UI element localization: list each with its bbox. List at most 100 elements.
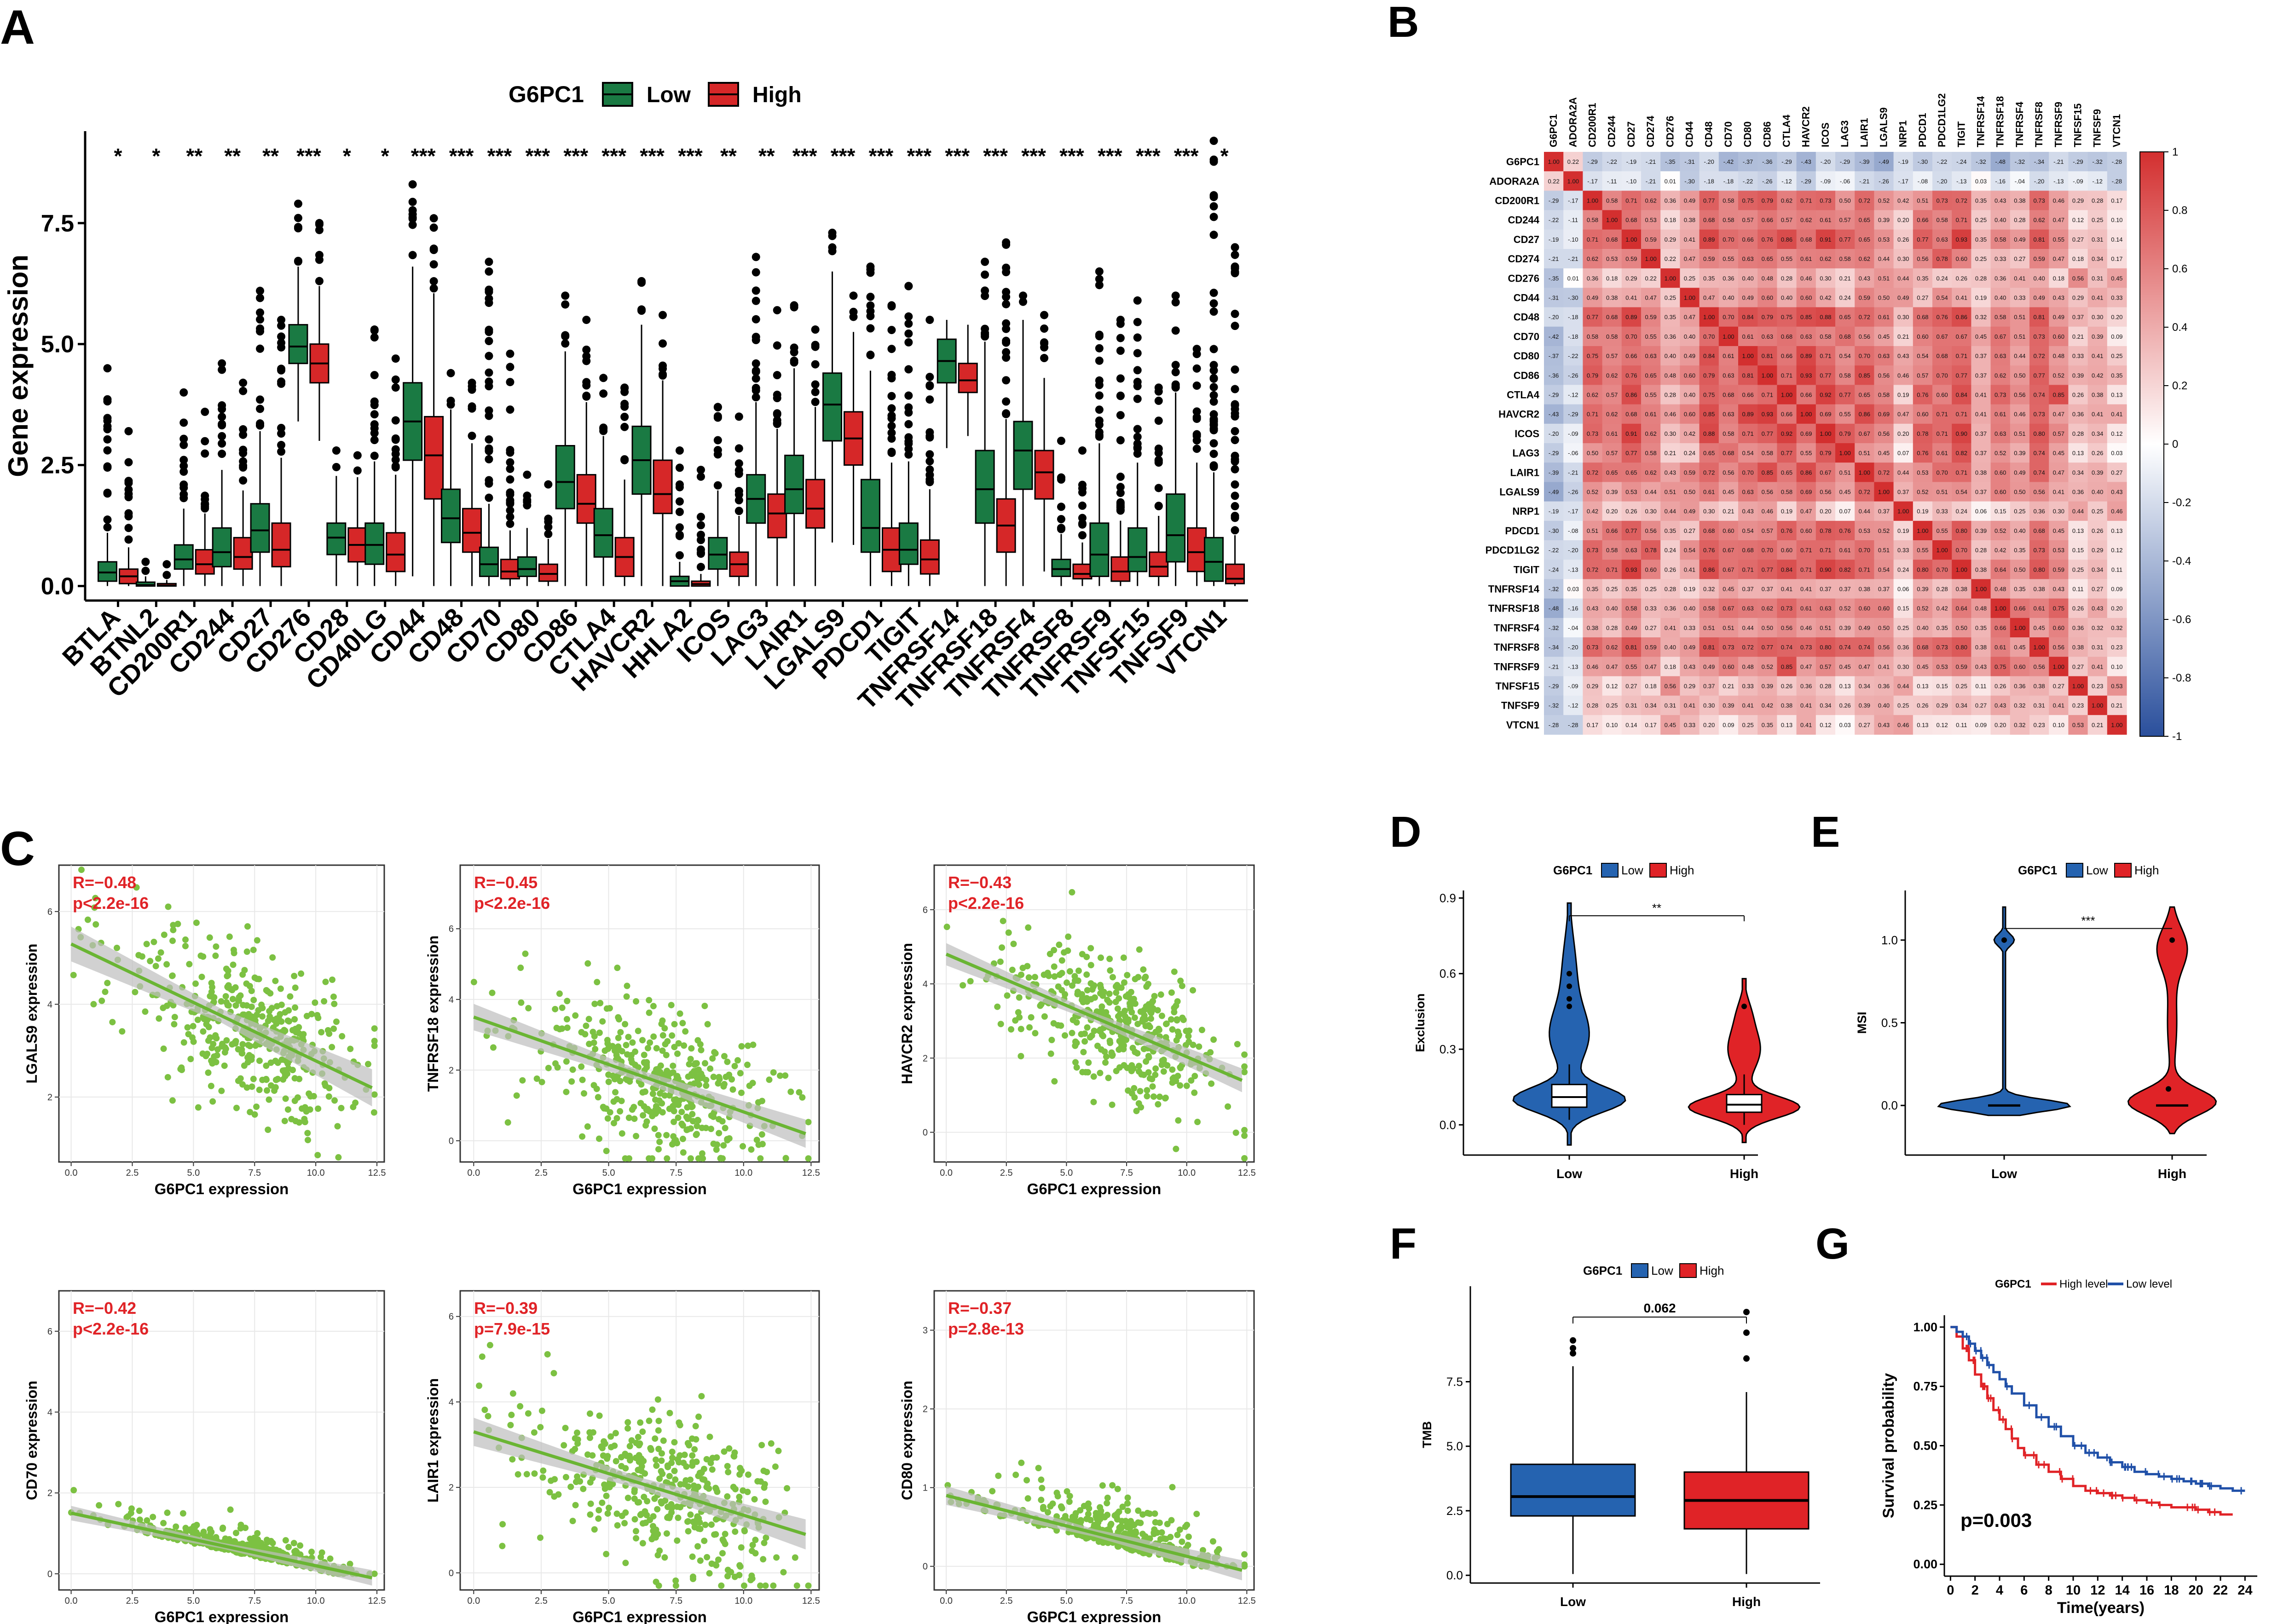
cell-CD276-HAVCR2 xyxy=(1796,268,1816,288)
cell-value-TIGIT-CD48: 0.86 xyxy=(1703,566,1715,573)
outlier-high-CD70 xyxy=(506,378,515,387)
cell-CD48-TNFRSF8 xyxy=(2029,307,2049,327)
cell-TNFSF9-TNFRSF4 xyxy=(2010,695,2030,716)
cell-value-CD48-TNFRSF4: 0.51 xyxy=(2014,314,2025,321)
cell-TNFRSF14-CD274 xyxy=(1641,579,1661,599)
outlier-low-TNFRSF4 xyxy=(1019,297,1028,306)
cell-CD44-CD27 xyxy=(1621,288,1642,308)
cell-value-CD48-CD48: 1.00 xyxy=(1703,314,1715,321)
cell-TNFRSF18-PDCD1LG2 xyxy=(1932,598,1952,618)
col-label-TNFRSF8: TNFRSF8 xyxy=(2033,102,2045,147)
data-point xyxy=(1058,957,1065,964)
cell-value-TNFRSF14-PDCD1: 0.39 xyxy=(1917,586,1928,593)
data-point xyxy=(133,884,140,891)
significance-CD70: *** xyxy=(487,144,512,168)
data-point xyxy=(338,1104,345,1111)
outlier-low-TNFRSF8 xyxy=(1057,473,1065,482)
row-label-ADORA2A: ADORA2A xyxy=(1489,175,1539,187)
cell-value-ADORA2A-HAVCR2: -.29 xyxy=(1801,178,1811,185)
cell-value-LAIR1-TIGIT: 0.71 xyxy=(1956,469,1967,476)
outlier-low-VTCN1 xyxy=(1209,366,1218,375)
cell-LGALS9-LAG3 xyxy=(1835,482,1855,502)
cell-TIGIT-TNFSF9 xyxy=(2087,560,2108,579)
cell-LAIR1-LGALS9 xyxy=(1874,462,1894,482)
significance-CD80: *** xyxy=(525,144,550,168)
cell-value-TNFRSF8-TNFRSF14: 0.38 xyxy=(1975,644,1987,651)
data-point xyxy=(719,1155,726,1162)
cell-value-ICOS-CD244: 0.61 xyxy=(1606,430,1618,437)
data-point xyxy=(1191,1089,1198,1096)
box-high-LAIR1 xyxy=(805,479,826,529)
cell-CD276-TNFSF9 xyxy=(2087,268,2108,288)
cell-CD27-TNFRSF14 xyxy=(1971,229,1991,249)
cell-value-CD80-TNFRSF9: 0.48 xyxy=(2053,353,2064,359)
data-point xyxy=(221,1062,228,1069)
cell-value-TNFRSF9-PDCD1LG2: 0.53 xyxy=(1936,663,1948,670)
data-point xyxy=(784,1485,791,1492)
cell-TNFRSF18-VTCN1 xyxy=(2107,598,2127,618)
row-label-LAIR1: LAIR1 xyxy=(1510,467,1539,478)
cell-value-TNFRSF9-CD86: 0.52 xyxy=(1762,663,1773,670)
col-label-TIGIT: TIGIT xyxy=(1955,121,1967,147)
data-point xyxy=(200,1028,207,1035)
cell-LAIR1-ADORA2A xyxy=(1563,462,1583,482)
cell-TNFSF15-TNFRSF18 xyxy=(1990,676,2011,696)
outlier-low-LAG3 xyxy=(752,333,760,341)
cell-LAG3-CD70 xyxy=(1718,443,1739,463)
cell-value-NRP1-ICOS: 0.20 xyxy=(1820,508,1831,515)
cell-value-TNFSF15-TNFRSF4: 0.36 xyxy=(2014,683,2025,690)
data-point xyxy=(799,1094,806,1101)
cell-CD200R1-CD48 xyxy=(1699,191,1719,211)
cell-TNFRSF14-CD27 xyxy=(1621,579,1642,599)
col-label-CD86: CD86 xyxy=(1761,121,1773,147)
cell-TNFRSF14-TNFSF9 xyxy=(2087,579,2108,599)
cell-HAVCR2-CD27 xyxy=(1621,404,1642,424)
cell-value-LGALS9-CD86: 0.56 xyxy=(1762,489,1773,496)
cell-value-CD70-TNFSF9: 0.39 xyxy=(2092,333,2103,340)
data-point xyxy=(1055,983,1062,990)
outlier-high-TNFSF15 xyxy=(1154,502,1163,510)
cell-value-CD244-CD244: 1.00 xyxy=(1606,217,1618,224)
cell-value-VTCN1-TNFSF9: 0.21 xyxy=(2092,722,2103,728)
data-point xyxy=(1158,1061,1165,1068)
cell-value-CD274-LAG3: 0.58 xyxy=(1839,255,1850,262)
outlier-low-TNFRSF9 xyxy=(1095,344,1104,353)
cell-value-LAIR1-G6PC1: -.39 xyxy=(1549,469,1559,476)
cell-HAVCR2-G6PC1 xyxy=(1544,404,1564,424)
outlier-high-CTLA4 xyxy=(620,456,629,464)
cell-value-PDCD1LG2-LGALS9: 0.51 xyxy=(1878,547,1890,554)
cell-TNFRSF14-LAIR1 xyxy=(1855,579,1874,599)
data-point xyxy=(757,1155,764,1162)
cell-value-CD200R1-CTLA4: 0.62 xyxy=(1781,197,1792,204)
legend-label-low: Low xyxy=(647,83,691,107)
outlier-high-HHLA2 xyxy=(696,466,705,474)
cell-value-NRP1-TNFRSF8: 0.36 xyxy=(2033,508,2045,515)
data-point xyxy=(758,1131,765,1138)
cell-value-G6PC1-PDCD1LG2: -.22 xyxy=(1937,158,1947,165)
cell-value-CD80-CD244: 0.57 xyxy=(1606,353,1618,359)
cell-TIGIT-CTLA4 xyxy=(1777,560,1797,579)
significance-PDCD1: *** xyxy=(869,144,894,168)
outlier-high-TNFSF15 xyxy=(1154,387,1163,396)
box-low-CTLA4 xyxy=(593,508,613,558)
x-tick-label-1: 2.5 xyxy=(126,1168,139,1178)
cell-value-TNFRSF8-PDCD1: 0.68 xyxy=(1917,644,1928,651)
cell-value-TNFSF9-ADORA2A: -.12 xyxy=(1568,702,1578,709)
cell-LGALS9-G6PC1 xyxy=(1544,482,1564,502)
cell-CD44-LGALS9 xyxy=(1874,288,1894,308)
outlier-low-PDCD1 xyxy=(866,301,875,310)
cell-CD80-PDCD1LG2 xyxy=(1932,346,1952,366)
cell-value-CTLA4-ICOS: 0.92 xyxy=(1820,392,1831,399)
cell-LGALS9-NRP1 xyxy=(1893,482,1914,502)
cell-CD276-LGALS9 xyxy=(1874,268,1894,288)
data-point xyxy=(244,923,251,930)
cell-TNFRSF14-TNFRSF8 xyxy=(2029,579,2049,599)
outlier-low-TNFSF9 xyxy=(1171,368,1180,376)
x-tick-label-3: 7.5 xyxy=(670,1168,682,1178)
cell-LGALS9-CD86 xyxy=(1757,482,1777,502)
cell-value-ADORA2A-VTCN1: -.28 xyxy=(2112,178,2122,185)
data-point xyxy=(678,1109,685,1115)
cell-value-CD80-TNFRSF18: 0.63 xyxy=(1995,353,2006,359)
cell-value-TIGIT-CD200R1: 0.72 xyxy=(1587,566,1598,573)
